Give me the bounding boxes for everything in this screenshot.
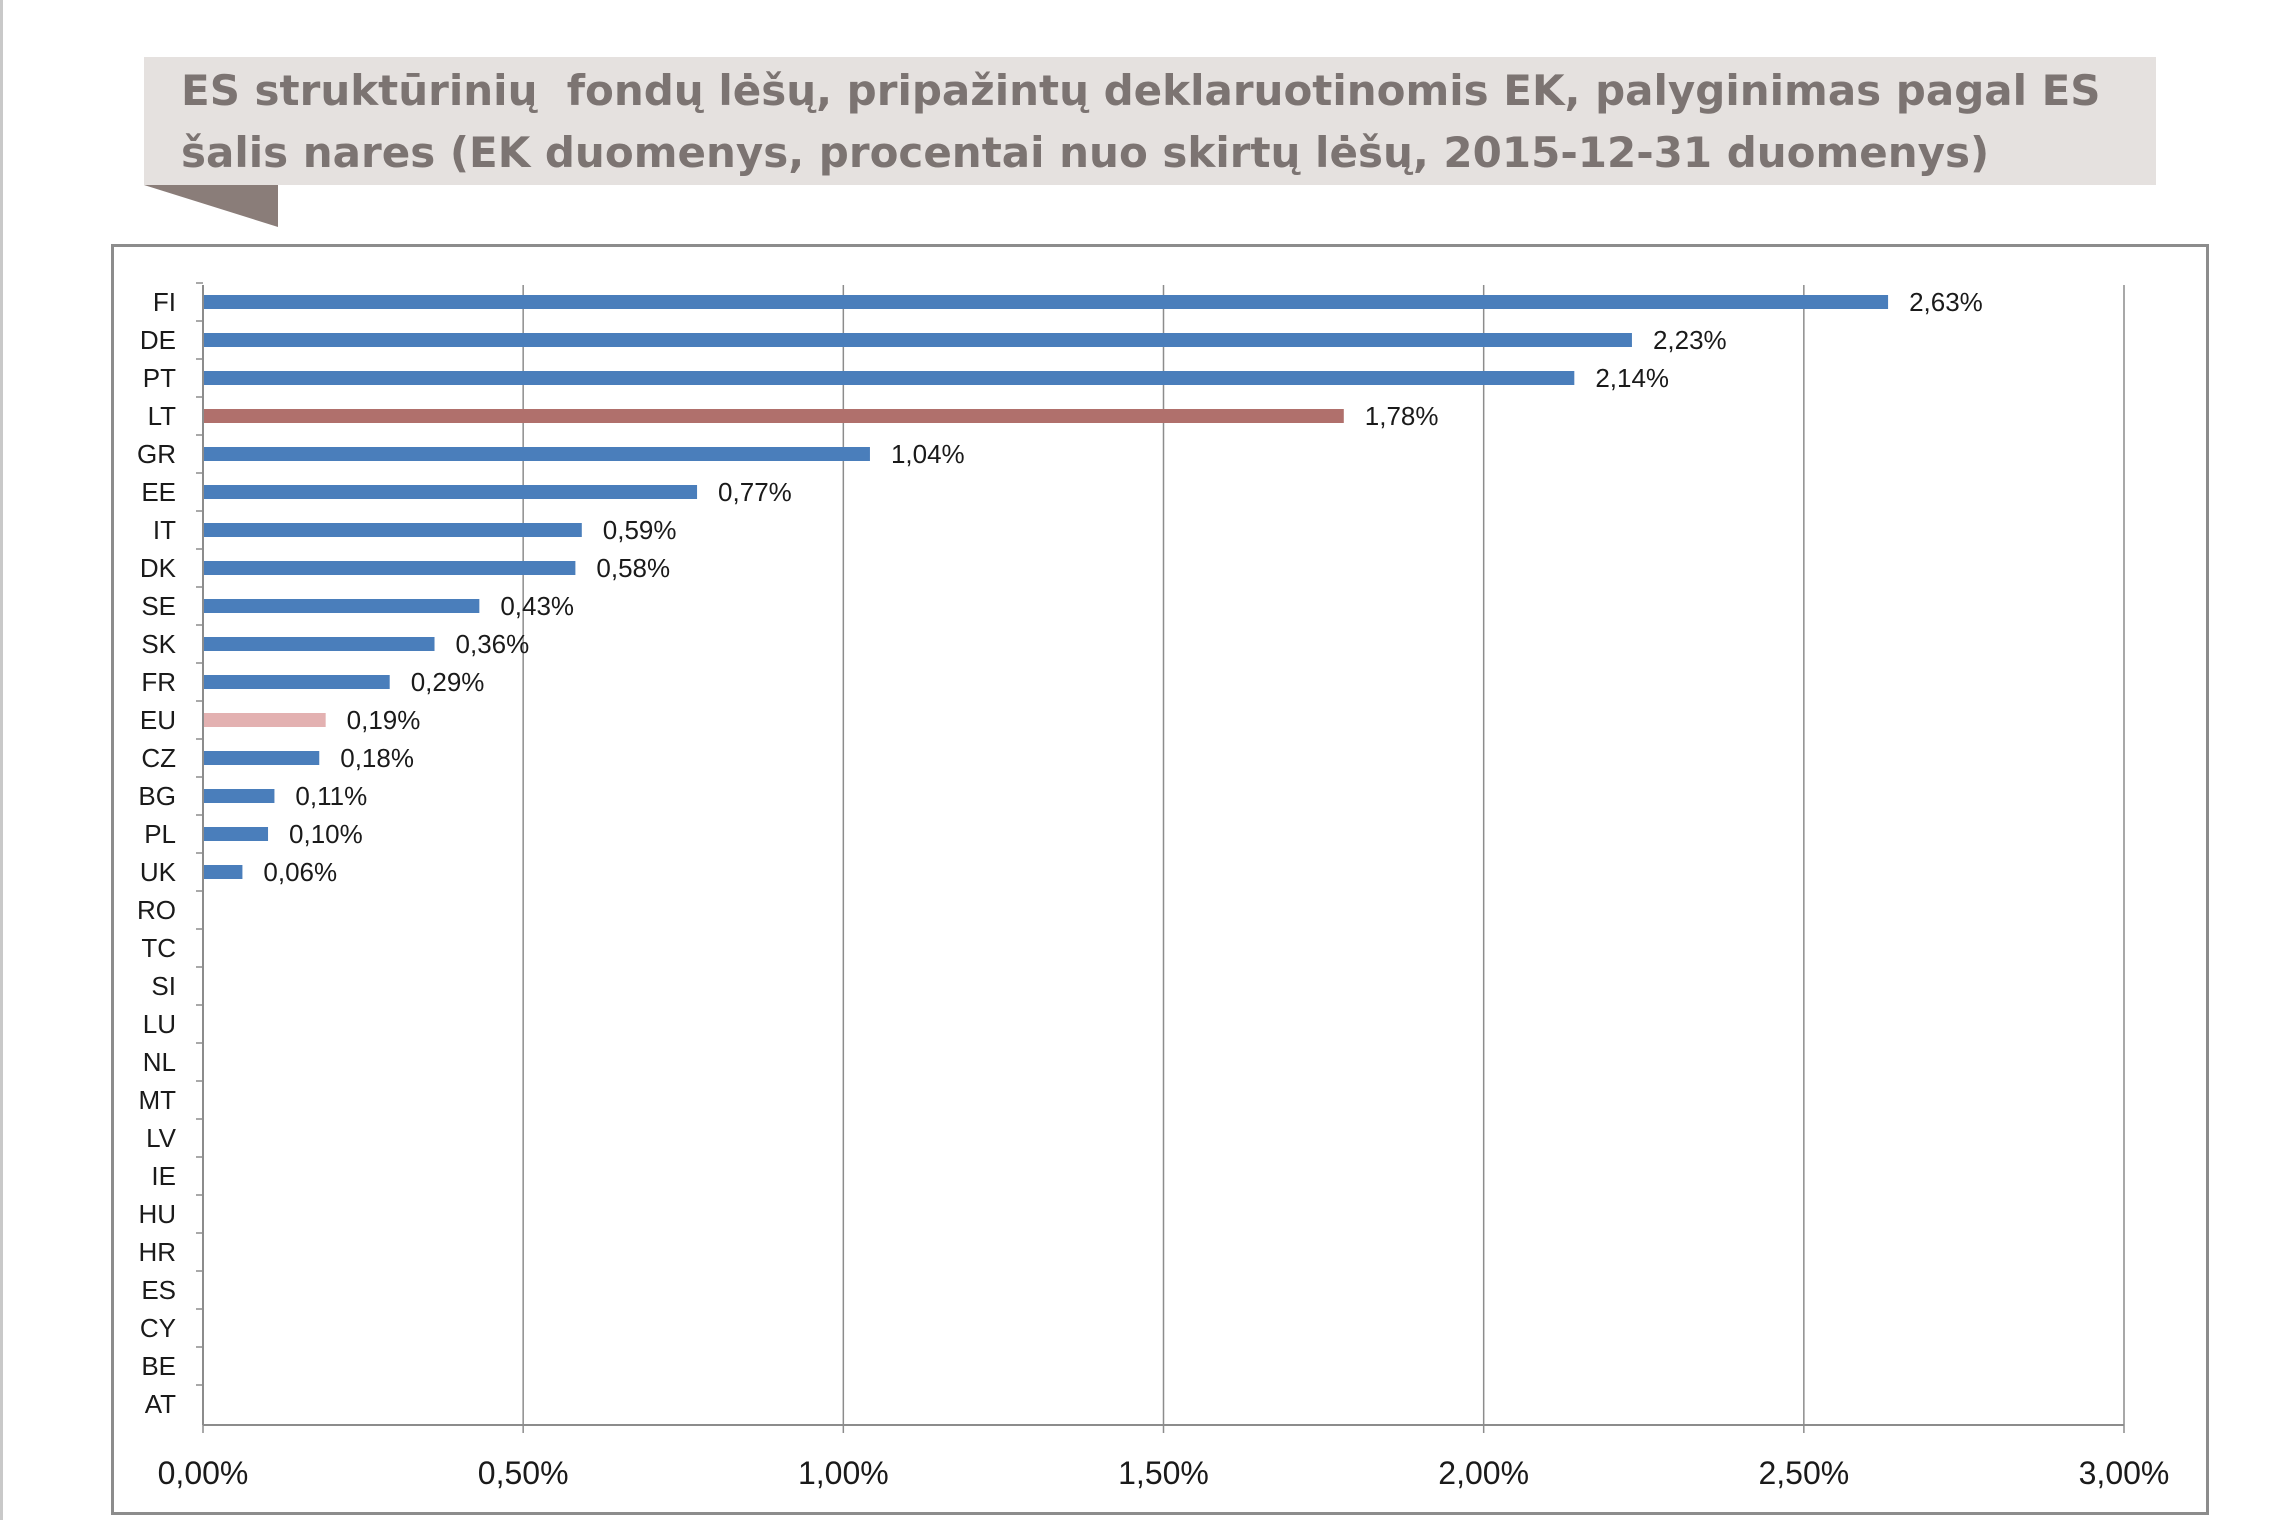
data-label: 1,78% (1365, 401, 1439, 431)
category-label: EU (140, 705, 176, 735)
bar-bg (204, 789, 275, 803)
category-label: EE (141, 477, 176, 507)
title-banner (144, 57, 2156, 185)
category-label: DK (140, 553, 177, 583)
category-label: BE (141, 1351, 176, 1381)
x-tick-label: 0,00% (158, 1455, 249, 1491)
axes (196, 282, 2125, 1433)
category-label: CZ (141, 743, 176, 773)
category-label: NL (143, 1047, 176, 1077)
data-label: 2,14% (1595, 363, 1669, 393)
data-label: 0,11% (295, 781, 367, 811)
data-label: 1,04% (891, 439, 965, 469)
category-label: AT (145, 1389, 176, 1419)
category-label: SE (141, 591, 176, 621)
data-label: 2,23% (1653, 325, 1727, 355)
category-label: PT (143, 363, 176, 393)
bar-sk (204, 637, 435, 651)
category-label: HU (138, 1199, 176, 1229)
bar-gr (204, 447, 870, 461)
data-label: 0,36% (456, 629, 530, 659)
bar-de (204, 333, 1632, 347)
data-label: 0,43% (500, 591, 574, 621)
bar-lt (204, 409, 1344, 423)
category-label: BG (138, 781, 176, 811)
chart-title: ES struktūrinių fondų lėšų, pripažintų d… (181, 66, 2116, 177)
category-label: LU (143, 1009, 176, 1039)
category-label: IT (153, 515, 176, 545)
bar-pl (204, 827, 269, 841)
x-tick-label: 1,50% (1118, 1455, 1209, 1491)
category-label: LV (146, 1123, 177, 1153)
title-banner-corner (144, 185, 278, 227)
bar-it (204, 523, 582, 537)
left-edge-rule (0, 0, 3, 1520)
x-tick-label: 0,50% (478, 1455, 569, 1491)
category-label: RO (137, 895, 176, 925)
category-label: LT (148, 401, 177, 431)
category-label: IE (151, 1161, 176, 1191)
bar-ee (204, 485, 698, 499)
category-label: GR (137, 439, 176, 469)
category-label: SK (141, 629, 176, 659)
x-tick-label: 3,00% (2079, 1455, 2170, 1491)
category-label: MT (138, 1085, 176, 1115)
category-label: DE (140, 325, 176, 355)
data-label: 0,77% (718, 477, 792, 507)
category-label: HR (138, 1237, 176, 1267)
bar-pt (204, 371, 1575, 385)
data-label: 0,59% (603, 515, 677, 545)
category-label: TC (141, 933, 176, 963)
bar-dk (204, 561, 576, 575)
bar-uk (204, 865, 243, 879)
x-tick-label: 2,50% (1758, 1455, 1849, 1491)
category-label: FR (141, 667, 176, 697)
bar-cz (204, 751, 320, 765)
x-tick-label: 1,00% (798, 1455, 889, 1491)
data-label: 0,10% (289, 819, 363, 849)
category-label: UK (140, 857, 177, 887)
bars (204, 295, 1889, 879)
gridlines (522, 285, 2125, 1425)
data-label: 0,29% (411, 667, 485, 697)
data-label: 0,19% (347, 705, 421, 735)
category-label: SI (151, 971, 176, 1001)
bar-fi (204, 295, 1889, 309)
data-label: 0,06% (263, 857, 337, 887)
data-label: 0,58% (596, 553, 670, 583)
data-label: 0,18% (340, 743, 414, 773)
bar-se (204, 599, 480, 613)
category-label: FI (153, 287, 176, 317)
category-label: PL (144, 819, 176, 849)
bar-eu (204, 713, 326, 727)
category-label: ES (141, 1275, 176, 1305)
x-tick-label: 2,00% (1438, 1455, 1529, 1491)
category-label: CY (140, 1313, 176, 1343)
data-label: 2,63% (1909, 287, 1983, 317)
labels: 0,00% 0,50% 1,00% 1,50% 2,00% 2,50% 3,00% FI 2,6… (137, 287, 2169, 1491)
bar-fr (204, 675, 390, 689)
